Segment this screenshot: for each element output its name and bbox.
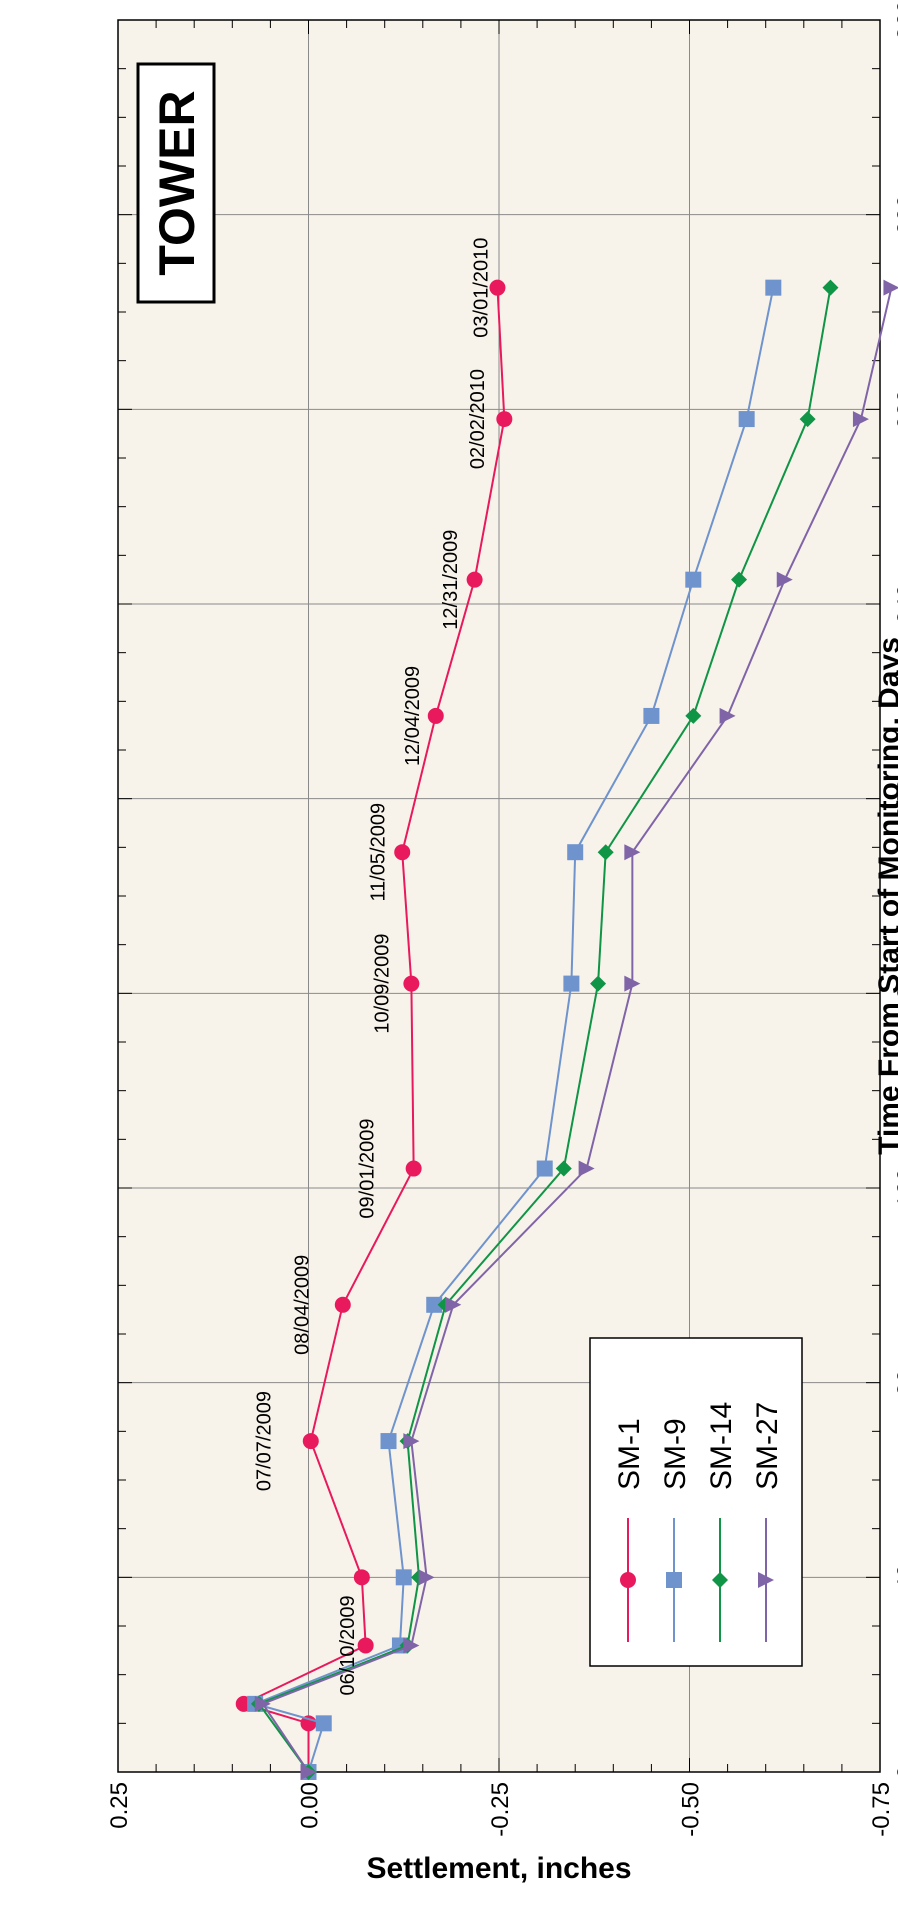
data-point [406,1161,422,1177]
legend-label: SM-27 [751,1402,784,1490]
x-tick-label: 120 [893,1168,898,1208]
data-point [316,1715,332,1731]
data-point [563,976,579,992]
x-tick-label: 80 [893,1369,898,1396]
x-axis-label: Time From Start of Monitoring, Days [873,637,898,1155]
data-point [394,844,410,860]
date-annotation: 03/01/2010 [471,238,493,338]
date-annotation: 08/04/2009 [292,1255,314,1355]
y-tick-label: 0.00 [297,1782,324,1829]
legend-frame [590,1338,802,1666]
x-tick-label: 40 [893,1564,898,1591]
date-annotation: 06/10/2009 [337,1595,359,1695]
chart-title-box: TOWER [138,64,214,302]
data-point [358,1637,374,1653]
legend-marker [620,1572,636,1588]
date-annotation: 09/01/2009 [356,1118,378,1218]
data-point [739,411,755,427]
date-annotation: 10/09/2009 [372,934,394,1034]
data-point [354,1569,370,1585]
x-tick-label: 0 [893,1765,898,1778]
data-point [496,411,512,427]
chart-title: TOWER [149,90,205,275]
data-point [685,572,701,588]
data-point [643,708,659,724]
data-point [567,844,583,860]
legend-marker [666,1572,682,1588]
legend-label: SM-1 [613,1418,646,1490]
date-annotation: 12/04/2009 [402,666,424,766]
y-tick-label: -0.50 [678,1782,705,1837]
date-annotation: 02/02/2010 [467,369,489,469]
y-tick-label: 0.25 [106,1782,133,1829]
date-annotation: 07/07/2009 [253,1391,275,1491]
date-annotation: 11/05/2009 [368,803,390,902]
data-point [396,1569,412,1585]
data-point [335,1297,351,1313]
data-point [403,976,419,992]
x-tick-label: 280 [893,389,898,429]
data-point [428,708,444,724]
legend-label: SM-9 [659,1418,692,1490]
y-tick-label: -0.75 [868,1782,895,1837]
legend-label: SM-14 [705,1402,738,1490]
data-point [537,1161,553,1177]
y-tick-label: -0.25 [487,1782,514,1837]
x-tick-label: 360 [893,0,898,40]
data-point [765,280,781,296]
y-axis-label: Settlement, inches [366,1852,631,1885]
x-tick-label: 240 [893,584,898,624]
legend: SM-1 SM-9 SM-14 SM-27 [590,1338,802,1666]
date-annotation: 12/31/2009 [440,530,462,630]
data-point [381,1433,397,1449]
x-tick-label: 320 [893,195,898,235]
data-point [467,572,483,588]
data-point [303,1433,319,1449]
